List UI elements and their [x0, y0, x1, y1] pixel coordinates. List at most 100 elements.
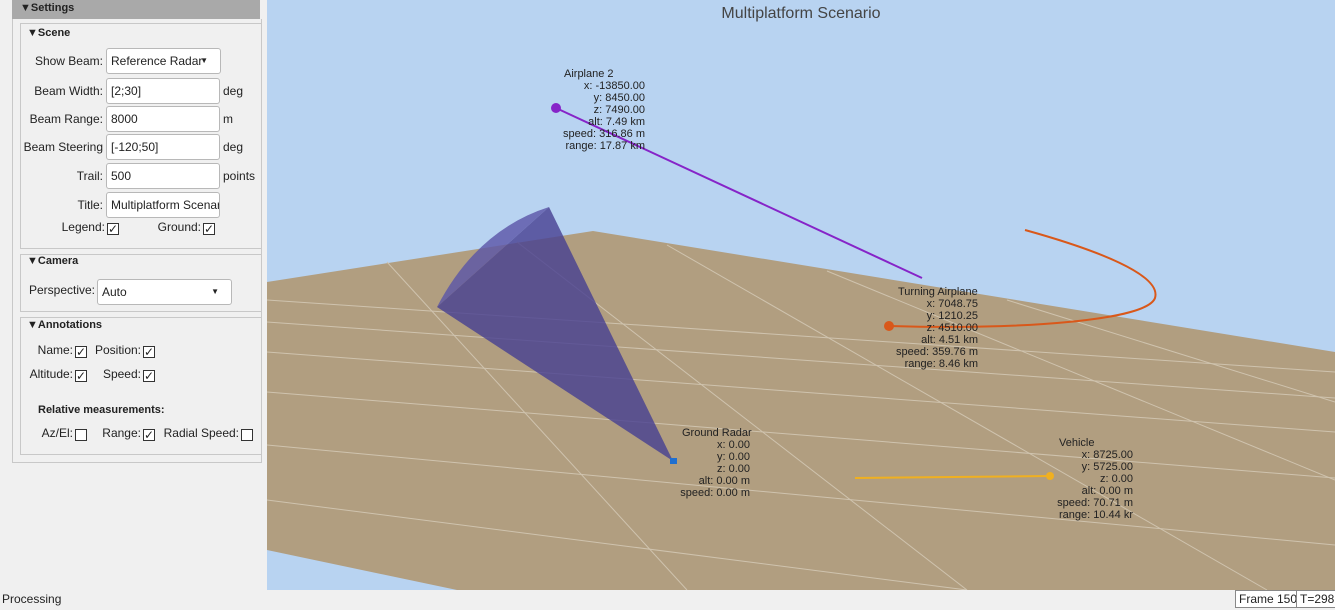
platform-info: x: 0.00	[717, 439, 750, 451]
status-time: T=298	[1296, 590, 1335, 608]
camera-title[interactable]: ▼Camera	[27, 255, 79, 267]
text-input[interactable]: Multiplatform Scenaric	[106, 192, 220, 218]
checkbox[interactable]	[75, 429, 87, 441]
settings-header[interactable]: ▼Settings	[12, 0, 260, 19]
field-label: Beam Width:	[34, 84, 103, 98]
platform-name: Airplane 2	[564, 68, 614, 80]
annotations-title-text: Annotations	[37, 319, 103, 331]
relative-title: Relative measurements:	[38, 404, 165, 416]
dropdown-arrow: ▼	[200, 56, 208, 65]
platform-info: speed: 0.00 m	[680, 487, 750, 499]
checkbox[interactable]: ✓	[107, 222, 119, 236]
vehicle-marker[interactable]	[1046, 472, 1054, 480]
text-input[interactable]: [-120;50]	[106, 134, 220, 160]
field-value: Reference Radar	[111, 54, 203, 68]
platform-info: x: -13850.00	[584, 80, 645, 92]
checkbox-label: Az/El:	[41, 426, 73, 440]
checkbox-label: Position:	[94, 343, 141, 357]
field-label: Beam Steering	[23, 140, 103, 154]
platform-info: y: 5725.00	[1082, 461, 1133, 473]
checkbox[interactable]: ✓	[143, 369, 155, 383]
annotations-section	[20, 317, 262, 455]
turning-airplane-marker[interactable]	[884, 321, 894, 331]
text-input[interactable]: 500	[106, 163, 220, 189]
perspective-label: Perspective:	[28, 283, 95, 297]
camera-title-text: Camera	[37, 255, 79, 267]
perspective-select[interactable]: Auto ▼	[97, 279, 232, 305]
field-value: Multiplatform Scenaric	[111, 198, 220, 212]
status-frame: Frame 150	[1235, 590, 1302, 608]
checkbox[interactable]: ✓	[143, 428, 155, 442]
radar-beam	[437, 207, 673, 461]
beam-cap	[437, 207, 549, 307]
platform-info: alt: 4.51 km	[921, 334, 978, 346]
field-label: Title:	[77, 198, 103, 212]
checkbox-label: Range:	[102, 426, 141, 440]
field-value: 8000	[111, 112, 138, 126]
platform-info: range: 10.44 kr	[1059, 509, 1133, 521]
status-message: Processing	[2, 592, 62, 606]
turning-airplane-trail	[888, 229, 1157, 328]
scene-view[interactable]: Multiplatform Scenario Airplane 2x: -138…	[267, 0, 1335, 590]
ground-radar-marker[interactable]	[670, 458, 677, 464]
checkbox[interactable]	[241, 429, 253, 441]
scene-title: Multiplatform Scenario	[721, 5, 880, 22]
field-unit: deg	[223, 84, 244, 98]
field-unit: m	[223, 112, 233, 126]
checkbox-label: Name:	[37, 343, 73, 357]
checkbox-label: Ground:	[157, 220, 201, 234]
field-value: [2;30]	[111, 84, 142, 98]
checkbox-label: Radial Speed:	[163, 426, 239, 440]
settings-title: Settings	[30, 2, 75, 14]
platform-info: alt: 7.49 km	[588, 116, 645, 128]
select[interactable]: Reference Radar ▼	[106, 48, 221, 74]
field-unit: deg	[223, 140, 244, 154]
field-unit: points	[223, 169, 256, 183]
airplane-2-trail	[555, 107, 923, 279]
field-label: Beam Range:	[29, 112, 103, 126]
platform-info: z: 0.00	[1100, 473, 1133, 485]
platform-info: z: 4510.00	[927, 322, 978, 334]
platform-name: Vehicle	[1059, 437, 1094, 449]
text-input[interactable]: [2;30]	[106, 78, 220, 104]
platform-info: range: 17.87 km	[566, 140, 646, 152]
checkbox-label: Speed:	[102, 367, 141, 381]
checkbox[interactable]: ✓	[75, 369, 87, 383]
field-label: Show Beam:	[34, 54, 103, 68]
ground-grid	[267, 241, 1335, 590]
platform-name: Ground Radar	[682, 427, 752, 439]
scene-title-text: Scene	[37, 27, 71, 39]
platform-info: x: 7048.75	[927, 298, 978, 310]
platform-info: speed: 70.71 m	[1057, 497, 1133, 509]
platform-info: alt: 0.00 m	[1082, 485, 1133, 497]
platform-info: y: 0.00	[717, 451, 750, 463]
field-value: 500	[111, 169, 132, 183]
platform-info: x: 8725.00	[1082, 449, 1133, 461]
text-input[interactable]: 8000	[106, 106, 220, 132]
platform-info: z: 7490.00	[594, 104, 645, 116]
perspective-value: Auto	[102, 285, 127, 299]
platform-info: alt: 0.00 m	[699, 475, 750, 487]
platform-info: speed: 359.76 m	[896, 346, 978, 358]
checkbox[interactable]: ✓	[75, 345, 87, 359]
vehicle-trail	[854, 475, 1051, 479]
field-value: [-120;50]	[111, 140, 159, 154]
platform-name: Turning Airplane	[898, 286, 978, 298]
platform-info: speed: 316.86 m	[563, 128, 645, 140]
platform-info: z: 0.00	[717, 463, 750, 475]
scene-title[interactable]: ▼Scene	[27, 27, 71, 39]
platform-info: range: 8.46 km	[905, 358, 978, 370]
checkbox-label: Legend:	[61, 220, 105, 234]
platform-info: y: 1210.25	[927, 310, 978, 322]
checkbox[interactable]: ✓	[203, 222, 215, 236]
platform-info: y: 8450.00	[594, 92, 645, 104]
checkbox-label: Altitude:	[29, 367, 73, 381]
camera-section	[20, 254, 262, 312]
annotations-title[interactable]: ▼Annotations	[27, 319, 103, 331]
airplane-2-marker[interactable]	[551, 103, 561, 113]
checkbox[interactable]: ✓	[143, 345, 155, 359]
settings-panel: ▼Scene ▼Camera Perspective: Auto ▼ ▼Annot…	[12, 19, 262, 463]
field-label: Trail:	[76, 169, 103, 183]
scene-section	[20, 23, 262, 249]
